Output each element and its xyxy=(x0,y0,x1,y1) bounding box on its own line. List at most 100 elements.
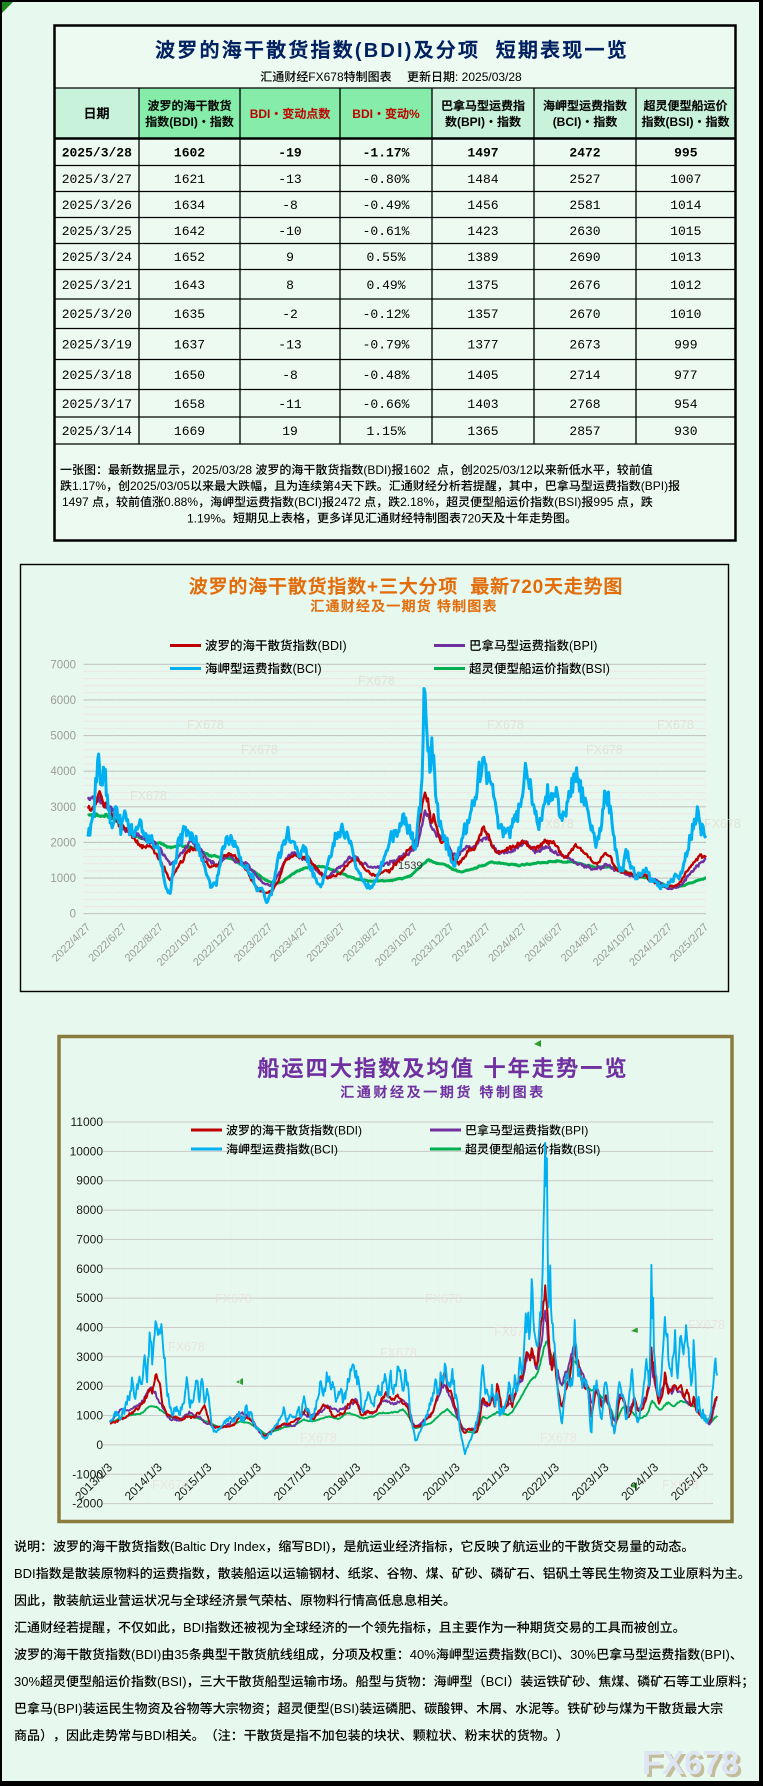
svg-text:977: 977 xyxy=(674,368,697,383)
svg-text:1.17%: 1.17% xyxy=(72,479,106,493)
svg-text:FX678: FX678 xyxy=(537,817,574,831)
svg-text:(BCI): (BCI) xyxy=(527,1647,557,1662)
svg-text:999: 999 xyxy=(674,338,697,353)
svg-text:-19: -19 xyxy=(278,146,302,161)
svg-text:30%: 30% xyxy=(570,1647,596,1662)
svg-text:(BDI): (BDI) xyxy=(169,115,198,129)
svg-text:1375: 1375 xyxy=(467,278,498,293)
svg-text:(BPI): (BPI) xyxy=(700,1647,730,1662)
svg-text:-0.49%: -0.49% xyxy=(363,198,410,213)
svg-text:1642: 1642 xyxy=(174,224,205,239)
svg-text:2472: 2472 xyxy=(569,146,600,161)
svg-text:-0.48%: -0.48% xyxy=(363,368,410,383)
svg-text:+: + xyxy=(367,577,379,598)
svg-text:-13: -13 xyxy=(278,172,301,187)
svg-text:8: 8 xyxy=(286,278,294,293)
svg-text:(BPI): (BPI) xyxy=(641,479,668,493)
svg-text:(BSI): (BSI) xyxy=(666,115,694,129)
svg-text:-1.17%: -1.17% xyxy=(363,146,410,161)
svg-text:3000: 3000 xyxy=(76,1350,103,1364)
svg-text:(BCI): (BCI) xyxy=(553,115,582,129)
svg-text:2025/3/20: 2025/3/20 xyxy=(62,307,132,322)
svg-text:2025/3/14: 2025/3/14 xyxy=(62,424,132,439)
svg-text:1.19%: 1.19% xyxy=(187,511,221,525)
svg-text:1456: 1456 xyxy=(467,198,498,213)
svg-text:1357: 1357 xyxy=(467,307,498,322)
svg-text:BDI: BDI xyxy=(183,1620,205,1635)
svg-text:2.18%: 2.18% xyxy=(400,495,434,509)
svg-text:4000: 4000 xyxy=(76,1321,103,1335)
svg-text:1377: 1377 xyxy=(467,338,498,353)
svg-text:2581: 2581 xyxy=(569,198,600,213)
svg-text:1602: 1602 xyxy=(174,146,205,161)
svg-text:2714: 2714 xyxy=(569,368,600,383)
svg-text:-8: -8 xyxy=(282,368,298,383)
svg-text:19: 19 xyxy=(282,424,298,439)
svg-text:1650: 1650 xyxy=(174,368,205,383)
svg-text:3000: 3000 xyxy=(50,802,76,814)
svg-text:(BSI): (BSI) xyxy=(330,1701,360,1716)
svg-text:FX678: FX678 xyxy=(657,718,694,732)
svg-text:2025/3/17: 2025/3/17 xyxy=(62,397,132,412)
svg-text:1621: 1621 xyxy=(174,172,205,187)
svg-text:%: % xyxy=(409,107,420,121)
svg-text:2025/3/28: 2025/3/28 xyxy=(62,146,132,161)
svg-text:1007: 1007 xyxy=(670,172,701,187)
svg-text:(BDI): (BDI) xyxy=(355,40,414,62)
svg-text:FX678: FX678 xyxy=(241,743,278,757)
svg-text:FX678: FX678 xyxy=(494,1325,531,1339)
svg-text:FX678: FX678 xyxy=(300,1431,337,1445)
svg-text:2025/03/05: 2025/03/05 xyxy=(130,479,190,493)
svg-text:8000: 8000 xyxy=(76,1203,103,1217)
svg-text:6000: 6000 xyxy=(50,695,76,707)
svg-text:1635: 1635 xyxy=(174,307,205,322)
svg-text:2527: 2527 xyxy=(569,172,600,187)
svg-text:FX678: FX678 xyxy=(130,789,167,803)
svg-text:1.15%: 1.15% xyxy=(366,424,405,439)
svg-text:720: 720 xyxy=(461,511,481,525)
svg-text:1423: 1423 xyxy=(467,224,498,239)
svg-text:-0.66%: -0.66% xyxy=(363,397,410,412)
svg-text:(BDI): (BDI) xyxy=(318,639,347,653)
svg-text:930: 930 xyxy=(674,424,697,439)
svg-text:4: 4 xyxy=(334,479,341,493)
svg-text:0.55%: 0.55% xyxy=(366,250,405,265)
svg-text:2025/3/18: 2025/3/18 xyxy=(62,368,132,383)
svg-text:(BSI): (BSI) xyxy=(554,495,581,509)
svg-text:0.88%: 0.88% xyxy=(164,495,198,509)
svg-text:FX678: FX678 xyxy=(358,674,395,688)
svg-text:1000: 1000 xyxy=(76,1409,103,1423)
svg-text:2025/3/25: 2025/3/25 xyxy=(62,224,132,239)
svg-text:(BPI): (BPI) xyxy=(53,1701,83,1716)
svg-text:5000: 5000 xyxy=(76,1291,103,1305)
svg-text:954: 954 xyxy=(674,397,698,412)
svg-text:-0.79%: -0.79% xyxy=(363,338,410,353)
svg-text:BDI: BDI xyxy=(352,107,373,121)
svg-text:1403: 1403 xyxy=(467,397,498,412)
svg-text:1602: 1602 xyxy=(403,463,430,477)
svg-text:1365: 1365 xyxy=(467,424,498,439)
svg-text:995: 995 xyxy=(674,146,698,161)
svg-text:40%: 40% xyxy=(410,1647,436,1662)
svg-text:-10: -10 xyxy=(278,224,301,239)
svg-text:6000: 6000 xyxy=(76,1262,103,1276)
svg-text:0: 0 xyxy=(96,1438,103,1452)
svg-text:-11: -11 xyxy=(278,397,302,412)
svg-text:(BDI): (BDI) xyxy=(131,1647,161,1662)
svg-text:(BCI): (BCI) xyxy=(294,495,322,509)
svg-text:9: 9 xyxy=(286,250,294,265)
svg-text:BDI: BDI xyxy=(14,1566,36,1581)
svg-text:FX678: FX678 xyxy=(540,1431,577,1445)
svg-text:FX678: FX678 xyxy=(586,743,623,757)
svg-text:1012: 1012 xyxy=(670,278,701,293)
svg-text:10000: 10000 xyxy=(70,1144,104,1158)
svg-text:(BPI): (BPI) xyxy=(457,115,485,129)
svg-text:1010: 1010 xyxy=(670,307,701,322)
svg-text:BDI): BDI) xyxy=(304,1539,330,1554)
svg-text:7000: 7000 xyxy=(76,1232,103,1246)
svg-text:1497: 1497 xyxy=(467,146,498,161)
svg-text:BDI: BDI xyxy=(144,1728,166,1743)
svg-text:9000: 9000 xyxy=(76,1174,103,1188)
svg-text:2670: 2670 xyxy=(569,307,600,322)
svg-text:-0.80%: -0.80% xyxy=(363,172,410,187)
